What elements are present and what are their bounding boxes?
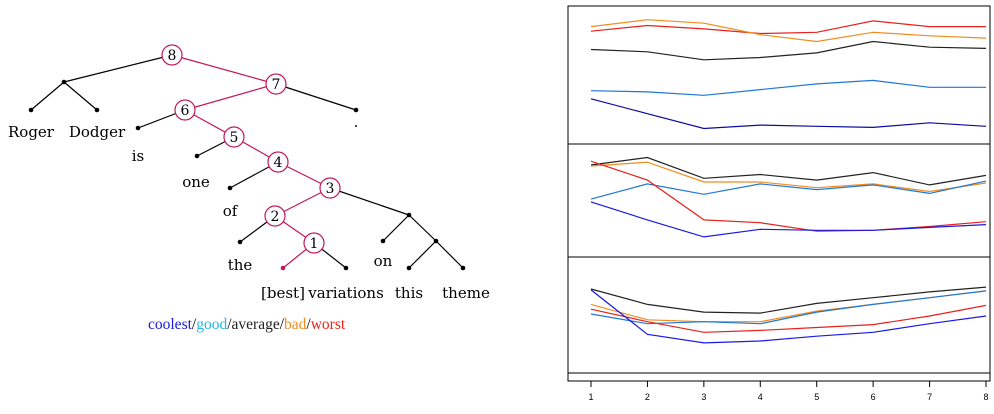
- panel-3-series-3-line: [590, 290, 987, 325]
- x-tick-label: 4: [758, 392, 763, 402]
- legend-item-worst: worst: [310, 316, 346, 333]
- tree-node-6: 6: [174, 99, 196, 121]
- panel-2-series-3-line: [590, 180, 987, 200]
- parse-tree: 8 7 6 5 4 3 2 1 Roger Dodger is one of t…: [8, 44, 490, 302]
- tree-edges-plain: [30, 54, 464, 269]
- panel-1-series-4-line: [590, 79, 986, 96]
- panel-2-series-4-line: [590, 160, 987, 232]
- x-tick-label: 1: [588, 392, 593, 402]
- word-roger: Roger: [8, 123, 55, 141]
- x-tick-label: 6: [871, 392, 876, 402]
- tree-nodes: 8 7 6 5 4 3 2 1: [161, 44, 341, 254]
- legend-separator: /: [279, 316, 285, 333]
- tree-node-4: 4: [267, 151, 289, 173]
- tree-node-2: 2: [264, 205, 286, 227]
- svg-text:8: 8: [168, 48, 177, 64]
- legend-item-good: good: [196, 316, 228, 333]
- legend-item-average: average: [231, 316, 280, 333]
- legend-separator: /: [227, 316, 232, 333]
- svg-text:4: 4: [274, 155, 283, 171]
- word-dodger: Dodger: [69, 123, 126, 141]
- panel-3-series-2-line: [590, 290, 987, 323]
- line-chart: 1 2 3 4 5 6 7 8: [567, 5, 991, 402]
- panel-1-series-2-line: [590, 19, 987, 43]
- chart-frame: [567, 5, 991, 382]
- panel-1-series-1-line: [590, 20, 986, 35]
- svg-text:5: 5: [230, 130, 239, 146]
- x-tick-label: 3: [701, 392, 706, 402]
- word-this: this: [395, 284, 423, 302]
- legend-item-coolest: coolest: [148, 316, 192, 333]
- tree-node-7: 7: [265, 73, 287, 95]
- word-best: [best]: [261, 284, 305, 302]
- panel-3-series-5-line: [590, 289, 987, 344]
- panel-3-series-4-line: [590, 304, 987, 333]
- x-tick-label: 5: [814, 392, 819, 402]
- svg-text:3: 3: [326, 181, 335, 197]
- x-tick-label: 7: [927, 392, 932, 402]
- tree-words: Roger Dodger is one of the [best] variat…: [8, 113, 490, 302]
- panel-2-series-1-line: [590, 156, 987, 186]
- panel-1-series-3-line: [590, 40, 987, 61]
- legend-separator: /: [191, 316, 197, 333]
- tree-node-5: 5: [223, 126, 245, 148]
- svg-text:7: 7: [272, 77, 281, 93]
- panel-3-series-1-line: [590, 286, 987, 314]
- word-variations: variations: [307, 284, 384, 302]
- word-is: is: [132, 147, 145, 165]
- panel-1-series-5-line: [590, 98, 987, 130]
- legend-separator: /: [306, 316, 311, 333]
- tree-node-8: 8: [161, 44, 183, 66]
- panel-2-series-5-line: [590, 201, 987, 238]
- svg-text:1: 1: [310, 236, 319, 252]
- color-legend: coolest/good/average/bad/worst: [148, 316, 345, 334]
- x-tick-label: 8: [983, 392, 988, 402]
- x-axis: 1 2 3 4 5 6 7 8: [588, 381, 989, 402]
- tree-node-1: 1: [303, 232, 325, 254]
- tree-node-3: 3: [319, 177, 341, 199]
- x-tick-label: 2: [645, 392, 650, 402]
- legend-item-bad: bad: [284, 316, 307, 333]
- series-layer: [590, 19, 987, 344]
- word-one: one: [182, 173, 210, 191]
- svg-text:6: 6: [181, 103, 190, 119]
- svg-text:2: 2: [271, 209, 280, 225]
- word-of: of: [223, 202, 239, 220]
- panel-2-series-2-line: [590, 161, 987, 193]
- word-theme: theme: [442, 284, 490, 302]
- word-period: .: [354, 113, 359, 131]
- word-on: on: [374, 252, 393, 270]
- tree-dots: [28, 79, 466, 271]
- word-the: the: [228, 256, 253, 274]
